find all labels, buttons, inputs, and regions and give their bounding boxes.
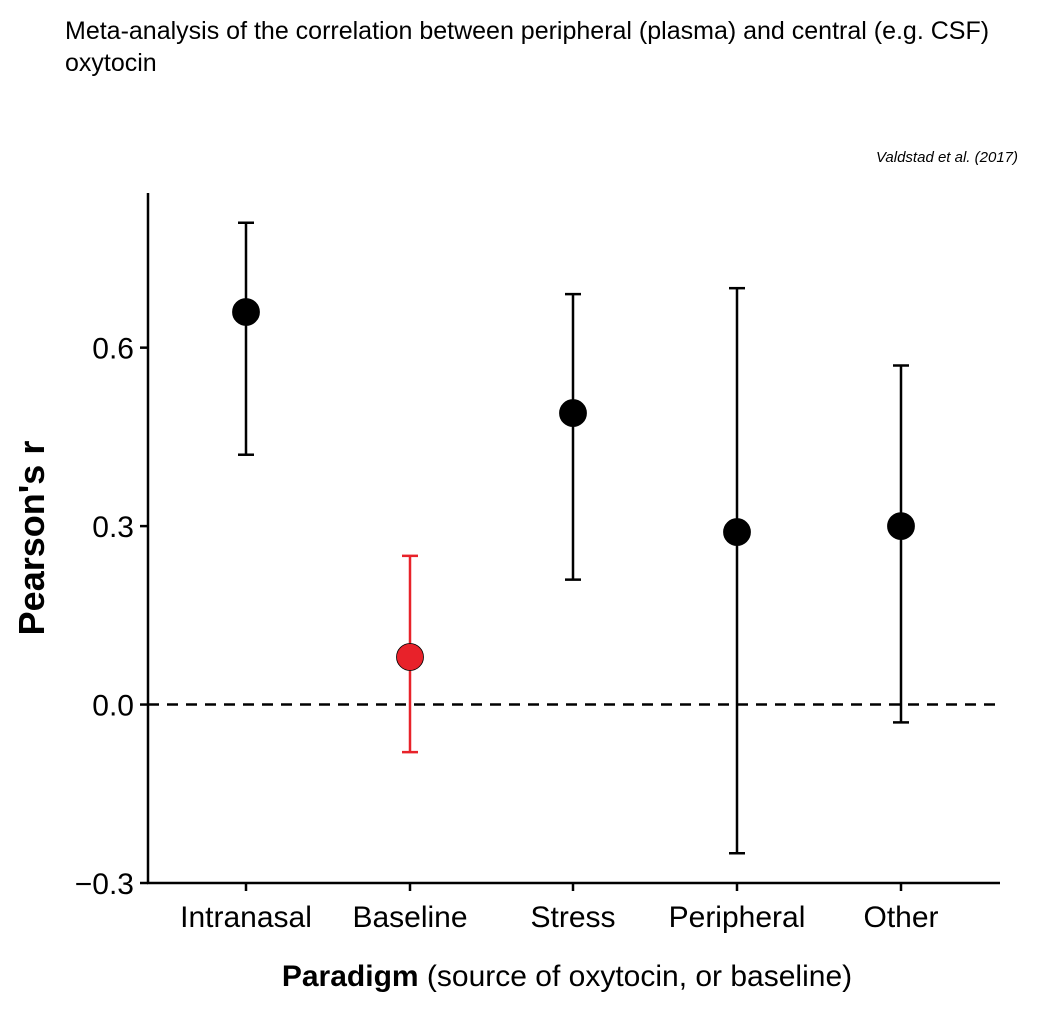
- x-axis-label: Paradigm (source of oxytocin, or baselin…: [282, 960, 852, 993]
- data-point: [232, 298, 260, 326]
- y-tick-label: 0.0: [92, 690, 134, 723]
- data-point: [887, 512, 915, 541]
- data-point-group: [396, 554, 424, 754]
- x-axis-label-bold: Paradigm: [282, 960, 419, 993]
- y-axis-label: Pearson's r: [11, 441, 52, 636]
- x-axis-label-rest: (source of oxytocin, or baseline): [419, 960, 853, 993]
- y-tick-label: 0.6: [92, 333, 134, 366]
- series: [232, 221, 915, 855]
- chart-title: Meta-analysis of the correlation between…: [65, 17, 990, 77]
- y-tick-label: −0.3: [75, 868, 134, 901]
- x-tick-label: Stress: [530, 901, 615, 934]
- x-tick-label: Peripheral: [669, 901, 806, 934]
- data-point: [396, 643, 424, 671]
- data-point-group: [559, 292, 587, 581]
- citation-caption: Valdstad et al. (2017): [875, 149, 1018, 166]
- y-tick-label: 0.3: [92, 511, 134, 544]
- data-point-group: [232, 221, 260, 456]
- data-point-group: [723, 286, 751, 855]
- x-tick-label: Other: [863, 901, 938, 934]
- data-point: [723, 518, 751, 546]
- x-tick-label: Baseline: [352, 901, 467, 934]
- x-tick-label: Intranasal: [180, 901, 312, 934]
- y-ticks: −0.3 0.0 0.3 0.6: [75, 333, 148, 901]
- data-point-group: [887, 364, 915, 724]
- data-point: [559, 399, 587, 427]
- x-ticks: Intranasal Baseline Stress Peripheral Other: [180, 883, 939, 934]
